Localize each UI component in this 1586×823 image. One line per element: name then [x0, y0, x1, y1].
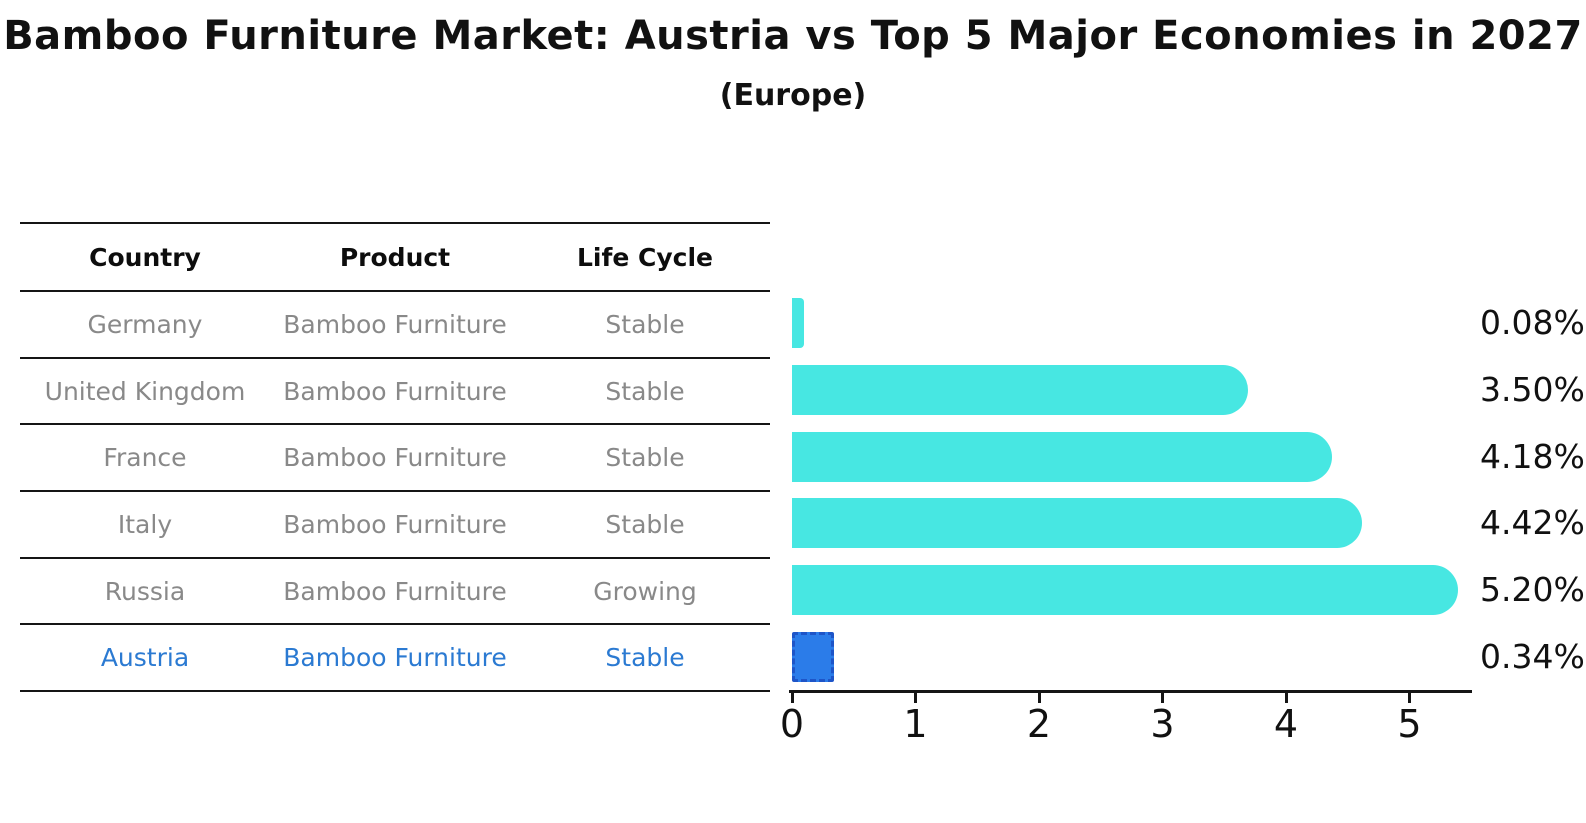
bar-united-kingdom: [792, 365, 1249, 416]
product-cell: Bamboo Furniture: [283, 509, 507, 539]
x-tick-mark: [914, 692, 917, 703]
country-cell: Austria: [100, 643, 190, 673]
table-row: Germany Bamboo Furniture Stable: [20, 292, 770, 359]
chart-title: Bamboo Furniture Market: Austria vs Top …: [3, 13, 1583, 59]
x-tick-label: 3: [1150, 702, 1175, 746]
bar-value-label: 3.50%: [1480, 370, 1585, 410]
x-axis-line: [789, 690, 1472, 693]
bar-value-label: 0.34%: [1480, 636, 1585, 676]
bar-value-label: 4.18%: [1480, 436, 1585, 476]
life-cycle-cell: Stable: [605, 309, 685, 339]
column-header-life-cycle: Life Cycle: [576, 242, 714, 272]
x-tick-mark: [1161, 692, 1164, 703]
life-cycle-cell: Stable: [605, 643, 685, 673]
table-body: Germany Bamboo Furniture Stable United King…: [20, 292, 770, 693]
product-cell: Bamboo Furniture: [283, 309, 507, 339]
country-cell: Italy: [117, 509, 173, 539]
bar-germany: [792, 298, 804, 349]
x-tick-label: 1: [903, 702, 928, 746]
country-cell: United Kingdom: [44, 376, 246, 406]
bar-value-label: 0.08%: [1480, 303, 1585, 343]
bar-france: [792, 431, 1333, 482]
x-tick-label: 5: [1397, 702, 1422, 746]
table-row: United Kingdom Bamboo Furniture Stable: [20, 359, 770, 426]
bar-value-label: 4.42%: [1480, 503, 1585, 543]
info-table: Country Product Life Cycle Germany Bamboo…: [20, 222, 770, 693]
life-cycle-cell: Stable: [605, 376, 685, 406]
bar-value-label: 5.20%: [1480, 570, 1585, 610]
product-cell: Bamboo Furniture: [283, 576, 507, 606]
bar-russia: [792, 565, 1459, 616]
product-cell: Bamboo Furniture: [283, 443, 507, 473]
chart-subtitle: (Europe): [719, 78, 867, 113]
table-header-row: Country Product Life Cycle: [20, 224, 770, 292]
column-header-country: Country: [89, 242, 201, 272]
x-tick-mark: [790, 692, 794, 703]
product-cell: Bamboo Furniture: [283, 376, 507, 406]
table-row: Italy Bamboo Furniture Stable: [20, 492, 770, 559]
x-tick-mark: [1408, 692, 1411, 703]
x-tick-mark: [1284, 692, 1288, 703]
x-tick-label: 4: [1273, 702, 1299, 746]
life-cycle-cell: Stable: [605, 443, 685, 473]
column-header-product: Product: [339, 242, 451, 272]
bar-italy: [792, 498, 1362, 549]
country-cell: Germany: [87, 309, 203, 339]
product-cell: Bamboo Furniture: [283, 643, 507, 673]
x-tick-label: 0: [779, 702, 805, 746]
table-row-highlighted: Austria Bamboo Furniture Stable: [20, 625, 770, 693]
x-tick-mark: [1037, 692, 1041, 703]
bar-austria: [792, 631, 834, 682]
table-row: Russia Bamboo Furniture Growing: [20, 559, 770, 626]
table-row: France Bamboo Furniture Stable: [20, 425, 770, 493]
country-cell: France: [103, 443, 187, 473]
life-cycle-cell: Stable: [605, 509, 685, 539]
life-cycle-cell: Growing: [593, 576, 697, 606]
x-tick-label: 2: [1026, 702, 1052, 746]
country-cell: Russia: [104, 576, 186, 606]
